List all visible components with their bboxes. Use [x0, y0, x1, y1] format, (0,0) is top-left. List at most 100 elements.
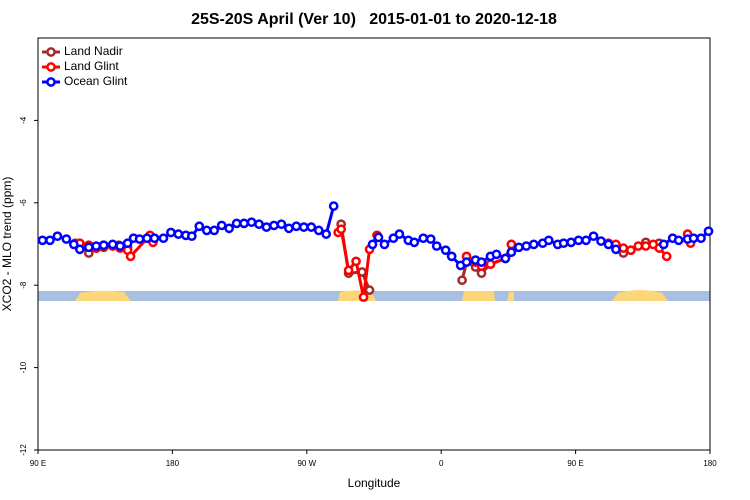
data-point: [254, 219, 264, 230]
data-point: [246, 217, 257, 228]
y-tick-label: -4: [19, 116, 28, 124]
data-point: [703, 226, 714, 237]
data-point: [367, 239, 378, 250]
series: [37, 201, 714, 271]
ocean-band: [38, 291, 710, 301]
data-point: [506, 239, 517, 250]
data-point: [409, 237, 420, 248]
data-point: [364, 285, 375, 295]
data-point: [74, 244, 85, 255]
data-point: [673, 235, 684, 246]
data-point: [68, 239, 79, 250]
data-point: [696, 233, 706, 244]
data-point: [418, 233, 429, 244]
data-point: [216, 220, 227, 231]
data-point: [209, 225, 220, 236]
data-point: [52, 231, 63, 242]
land-band: [612, 290, 668, 301]
data-point: [343, 265, 354, 276]
data-point: [321, 229, 332, 239]
x-tick-label: 0: [439, 459, 444, 468]
data-point: [224, 223, 234, 234]
data-point: [611, 244, 621, 255]
data-point: [194, 221, 205, 232]
data-point: [626, 245, 636, 256]
data-point: [122, 238, 133, 249]
legend-label: Land Nadir: [64, 44, 123, 58]
data-point: [461, 257, 472, 267]
land-band: [507, 292, 514, 301]
x-tick-label: 90 E: [567, 459, 583, 468]
data-point: [239, 218, 249, 229]
y-axis-label: XCO2 - MLO trend (ppm): [0, 177, 14, 312]
data-point: [358, 292, 369, 302]
data-point: [431, 241, 442, 251]
data-point: [107, 239, 118, 250]
plot-frame: [37, 37, 711, 451]
data-point: [394, 229, 405, 239]
data-point: [276, 219, 287, 230]
data-point: [500, 253, 511, 264]
data-point: [640, 241, 651, 251]
data-point: [543, 235, 554, 246]
data-point: [306, 222, 317, 232]
data-point: [373, 232, 384, 243]
x-axis-label: Longitude: [348, 476, 401, 490]
x-tick-label: 180: [166, 459, 180, 468]
data-point: [446, 251, 457, 262]
legend-label: Land Glint: [64, 59, 119, 73]
data-point: [658, 239, 669, 250]
data-point: [149, 233, 160, 244]
data-point: [231, 218, 242, 229]
data-point: [514, 242, 524, 253]
data-point: [379, 239, 390, 250]
data-point: [173, 229, 184, 239]
data-point: [45, 235, 55, 246]
data-point: [134, 234, 145, 244]
data-point: [485, 259, 496, 270]
data-point: [313, 225, 324, 236]
data-point: [98, 240, 109, 251]
data-point: [588, 231, 599, 242]
data-point: [618, 243, 629, 253]
data-point: [284, 223, 294, 234]
data-point: [440, 245, 451, 256]
x-tick-label: 180: [703, 459, 717, 468]
data-point: [61, 234, 72, 244]
data-point: [596, 236, 606, 246]
x-tick-label: 90 E: [30, 459, 46, 468]
data-point: [688, 233, 699, 244]
data-point: [37, 235, 48, 246]
data-point: [661, 251, 672, 262]
data-point: [351, 256, 361, 267]
data-point: [142, 233, 152, 244]
data-point: [125, 251, 136, 262]
data-point: [261, 222, 272, 232]
y-tick-label: -6: [19, 199, 28, 207]
data-point: [491, 249, 502, 260]
land-band: [75, 290, 131, 301]
data-point: [521, 241, 532, 251]
legend-marker: [46, 77, 56, 87]
data-point: [336, 224, 346, 235]
data-point: [269, 220, 279, 231]
data-point: [83, 242, 94, 253]
data-point: [115, 241, 125, 251]
land-band: [462, 291, 495, 301]
data-point: [566, 237, 576, 248]
land-mask: [38, 290, 710, 301]
data-point: [581, 235, 591, 246]
y-tick-label: -8: [19, 281, 28, 289]
data-point: [425, 234, 436, 244]
data-point: [506, 247, 517, 258]
data-point: [558, 238, 569, 249]
data-point: [166, 227, 176, 238]
data-point: [633, 241, 644, 251]
x-tick-label: 90 W: [297, 459, 316, 468]
data-point: [158, 233, 169, 244]
y-tick-label: -12: [19, 444, 28, 456]
y-tick-label: -10: [19, 361, 28, 373]
data-point: [603, 239, 614, 250]
data-point: [573, 235, 584, 246]
